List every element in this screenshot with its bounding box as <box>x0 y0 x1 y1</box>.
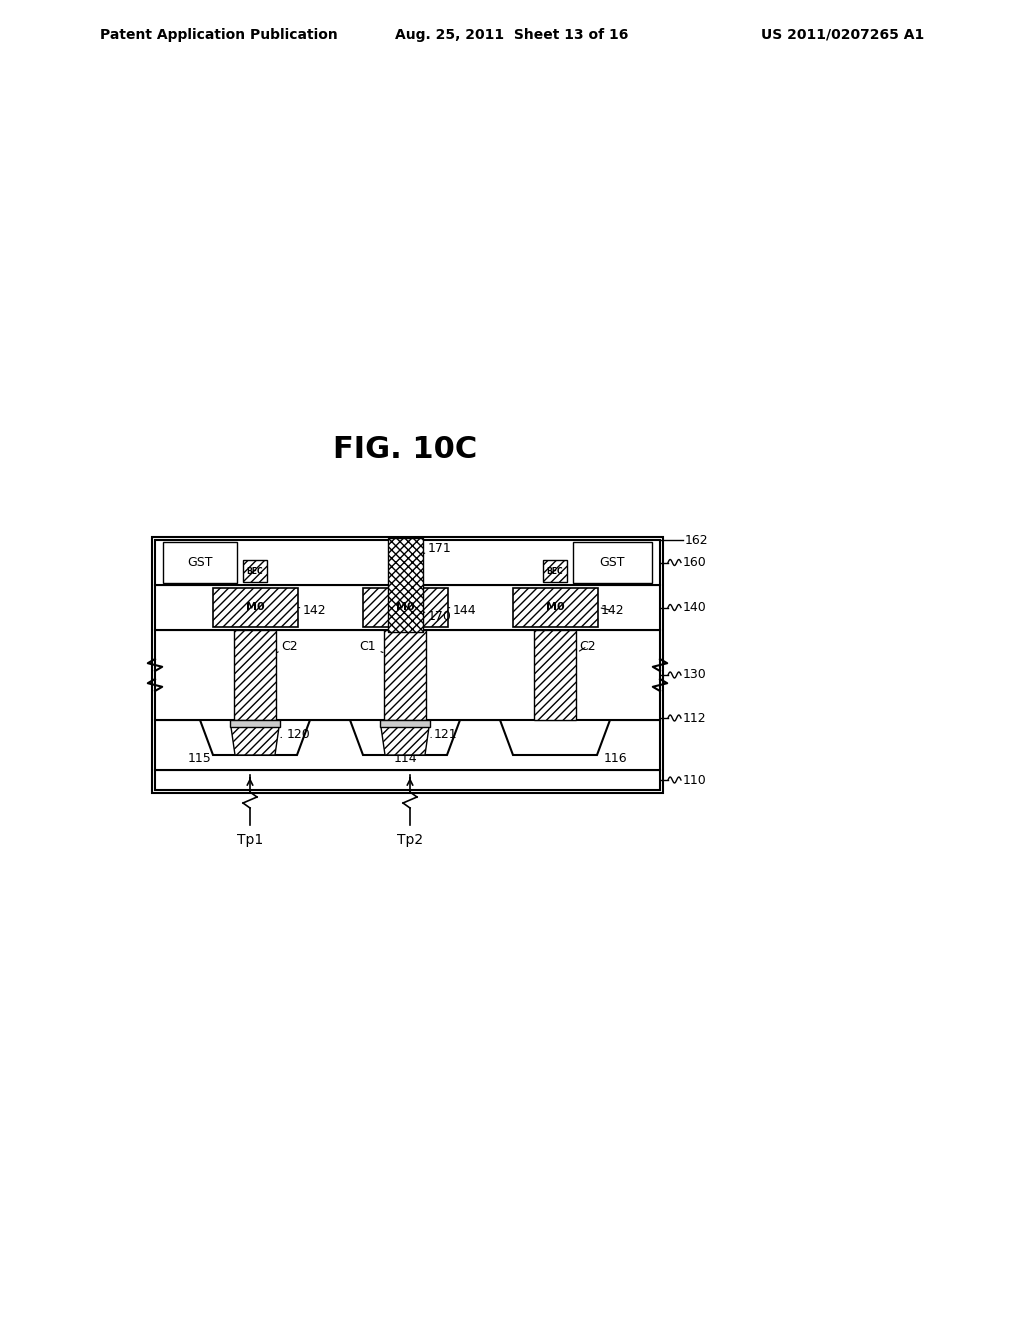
Text: C1: C1 <box>359 640 383 652</box>
Text: BEC: BEC <box>547 566 563 576</box>
Text: GST: GST <box>600 556 626 569</box>
Text: Aug. 25, 2011  Sheet 13 of 16: Aug. 25, 2011 Sheet 13 of 16 <box>395 28 629 42</box>
Text: 160: 160 <box>683 556 707 569</box>
Bar <box>230 719 280 727</box>
Bar <box>534 630 575 719</box>
Bar <box>152 537 663 793</box>
Bar <box>387 539 423 632</box>
Text: 144: 144 <box>449 605 476 616</box>
Text: 162: 162 <box>685 533 709 546</box>
Text: 114: 114 <box>393 751 417 764</box>
Text: GST: GST <box>187 556 213 569</box>
Text: Tp1: Tp1 <box>237 833 263 847</box>
Text: US 2011/0207265 A1: US 2011/0207265 A1 <box>761 28 924 42</box>
Text: 142: 142 <box>299 605 326 616</box>
Bar <box>362 587 447 627</box>
Text: M0: M0 <box>395 602 415 612</box>
Text: 170: 170 <box>424 610 452 623</box>
Text: Patent Application Publication: Patent Application Publication <box>100 28 338 42</box>
Polygon shape <box>231 727 279 755</box>
Bar <box>243 560 267 582</box>
Text: 110: 110 <box>683 774 707 787</box>
Text: M0: M0 <box>546 602 564 612</box>
Text: 140: 140 <box>683 601 707 614</box>
Text: C2: C2 <box>579 640 596 652</box>
Text: BEC: BEC <box>247 566 263 576</box>
Bar <box>213 587 298 627</box>
Text: 116: 116 <box>603 751 627 764</box>
Text: 121: 121 <box>431 729 458 741</box>
Bar <box>155 585 660 630</box>
Text: 112: 112 <box>683 711 707 725</box>
Polygon shape <box>155 719 660 770</box>
Text: M0: M0 <box>246 602 264 612</box>
Text: 142: 142 <box>600 605 624 616</box>
Polygon shape <box>381 727 429 755</box>
Bar <box>380 719 430 727</box>
Text: 120: 120 <box>281 729 310 741</box>
Bar <box>155 540 660 585</box>
Bar <box>512 587 597 627</box>
Bar <box>234 630 276 719</box>
Text: FIG. 10C: FIG. 10C <box>333 436 477 465</box>
Text: Tp2: Tp2 <box>397 833 423 847</box>
Text: 171: 171 <box>424 543 452 556</box>
Bar <box>163 543 237 583</box>
Bar <box>573 543 652 583</box>
Bar <box>543 560 567 582</box>
Text: 130: 130 <box>683 668 707 681</box>
Bar <box>155 630 660 719</box>
Bar <box>155 770 660 789</box>
Text: 115: 115 <box>188 751 212 764</box>
Bar <box>384 630 426 719</box>
Text: C2: C2 <box>278 640 298 652</box>
